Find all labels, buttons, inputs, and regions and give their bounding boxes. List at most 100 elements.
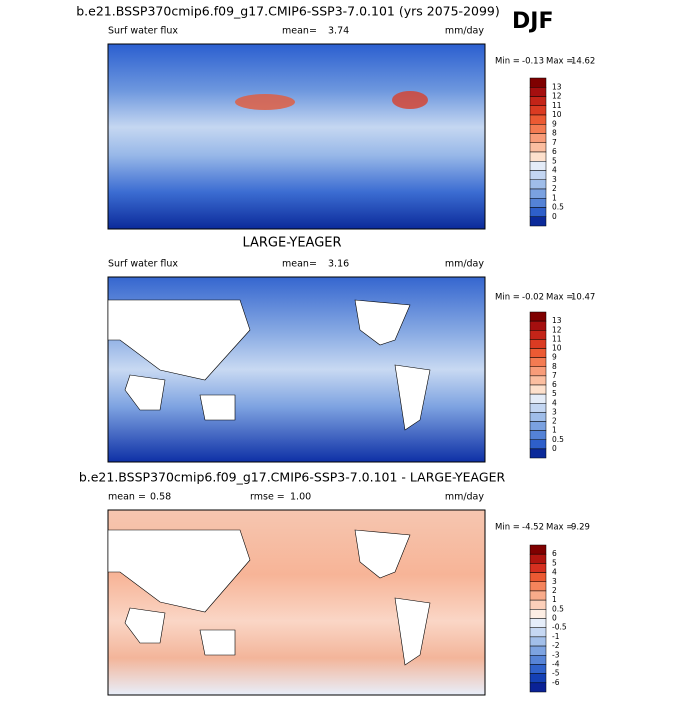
colorbar-box	[529, 320, 547, 331]
colorbar-box	[529, 105, 547, 116]
field-name: Surf water flux	[108, 259, 178, 270]
colorbar-box	[529, 618, 547, 628]
colorbar-box	[529, 448, 547, 459]
stat-value: 0.58	[150, 492, 171, 503]
colorbar-label: 3	[552, 175, 557, 184]
min-value: -0.13	[522, 57, 544, 67]
colorbar-label: 0	[552, 614, 557, 623]
colorbar-label: 9	[552, 119, 557, 128]
colorbar-box	[529, 198, 547, 208]
colorbar-box	[529, 161, 547, 171]
colorbar-label: 11	[552, 334, 562, 343]
max-label: Max =	[546, 57, 573, 67]
colorbar-label: 2	[552, 586, 557, 595]
panel-title: b.e21.BSSP370cmip6.f09_g17.CMIP6-SSP3-7.…	[79, 470, 506, 485]
colorbar-box	[529, 366, 547, 377]
colorbar-box	[529, 636, 547, 647]
map-2	[107, 276, 486, 463]
colorbar-label: 11	[552, 101, 562, 110]
colorbar-box	[529, 599, 547, 610]
colorbar-label: 1	[552, 426, 557, 435]
colorbar-label: 12	[552, 325, 562, 334]
stat-value: 3.16	[328, 259, 349, 270]
colorbar-label: 1	[552, 595, 557, 604]
colorbar-box	[529, 673, 547, 684]
colorbar-label: 8	[552, 362, 557, 371]
colorbar-label: 4	[552, 568, 557, 577]
colorbar-box	[529, 544, 547, 555]
units: mm/day	[445, 492, 485, 503]
colorbar-box	[529, 179, 547, 190]
colorbar-box	[529, 393, 547, 404]
stat-label: rmse =	[250, 492, 285, 503]
field-name: Surf water flux	[108, 26, 178, 37]
colorbar-box	[529, 375, 547, 386]
min-value: -0.02	[522, 293, 544, 303]
colorbar-box	[529, 142, 547, 153]
colorbar-label: 6	[552, 147, 557, 156]
colorbar-label: 13	[552, 316, 562, 325]
colorbar-label: -1	[552, 632, 560, 641]
colorbar-box	[529, 609, 547, 619]
colorbar-label: 9	[552, 353, 557, 362]
colorbar-box	[529, 572, 547, 582]
colorbar-label: 0	[552, 212, 557, 221]
min-label: Min =	[495, 293, 520, 303]
colorbar-label: 4	[552, 166, 557, 175]
colorbar-label: 6	[552, 549, 557, 558]
colorbar-box	[529, 645, 547, 656]
colorbar-box	[529, 430, 547, 440]
colorbar-box	[529, 563, 547, 573]
panel-title: b.e21.BSSP370cmip6.f09_g17.CMIP6-SSP3-7.…	[76, 4, 500, 19]
colorbar-box	[529, 627, 547, 638]
map-1	[107, 43, 486, 230]
colorbar-box	[529, 655, 547, 665]
colorbar-box	[529, 188, 547, 199]
colorbar-box	[529, 590, 547, 601]
colorbar-box	[529, 124, 547, 134]
colorbar-box	[529, 207, 547, 217]
colorbar-label: -6	[552, 678, 560, 687]
colorbar-box	[529, 330, 547, 340]
colorbar-label: 2	[552, 184, 557, 193]
colorbar-label: 5	[552, 558, 557, 567]
colorbar-box	[529, 421, 547, 431]
colorbar-box	[529, 216, 547, 227]
colorbar-label: 0	[552, 444, 557, 453]
colorbar-label: 12	[552, 92, 562, 101]
stat-value: 1.00	[290, 492, 311, 503]
colorbar-box	[529, 403, 547, 413]
colorbar-label: 0.5	[552, 435, 564, 444]
colorbar-label: 2	[552, 417, 557, 426]
colorbar-label: -4	[552, 659, 560, 668]
map-3	[107, 509, 486, 696]
colorbar-label: -2	[552, 641, 560, 650]
colorbar-label: -0.5	[552, 623, 567, 632]
colorbar-label: 8	[552, 129, 557, 138]
units: mm/day	[445, 26, 485, 37]
colorbar-label: 10	[552, 344, 562, 353]
colorbar-box	[529, 170, 547, 180]
max-label: Max =	[546, 293, 573, 303]
colorbar-box	[529, 412, 547, 422]
colorbar-label: 5	[552, 389, 557, 398]
colorbar-box	[529, 348, 547, 358]
colorbar-box	[529, 384, 547, 395]
colorbar-box	[529, 87, 547, 97]
max-value: 9.29	[571, 523, 590, 533]
colorbar-label: 10	[552, 110, 562, 119]
colorbar-label: -5	[552, 669, 560, 678]
stat-value: 3.74	[328, 26, 349, 37]
colorbar-label: 0.5	[552, 604, 564, 613]
colorbar-label: -3	[552, 650, 560, 659]
colorbar-box	[529, 114, 547, 125]
colorbar-box	[529, 311, 547, 322]
min-label: Min =	[495, 57, 520, 67]
colorbar-box	[529, 151, 547, 162]
max-label: Max =	[546, 523, 573, 533]
colorbar-label: 7	[552, 138, 557, 147]
min-value: -4.52	[522, 523, 544, 533]
stat-label: mean =	[108, 492, 146, 503]
colorbar-box	[529, 96, 547, 106]
